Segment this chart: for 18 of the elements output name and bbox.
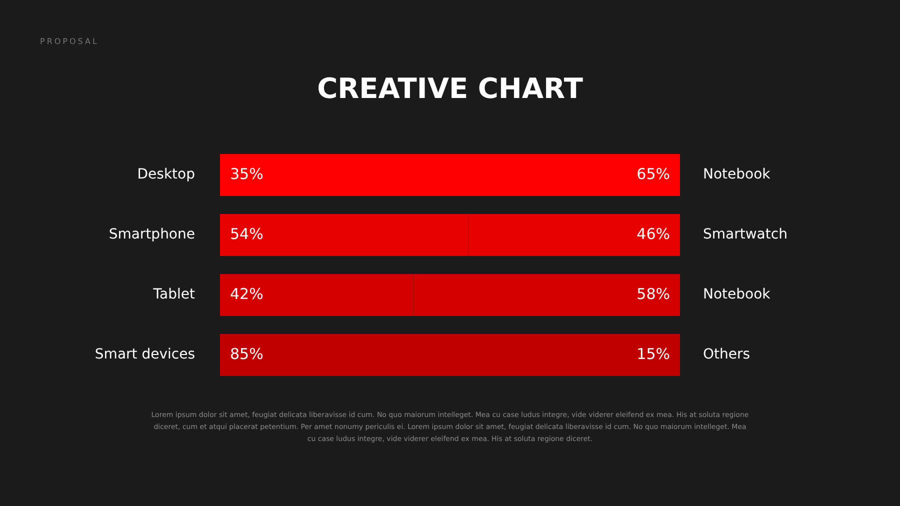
data-label: 58%: [636, 284, 670, 303]
y-tick-label: Tablet: [152, 286, 196, 303]
y2-tick-label: Others: [703, 346, 750, 363]
y-tick-label: Desktop: [137, 166, 196, 183]
text: PROPOSAL: [40, 37, 99, 46]
data-label: 46%: [636, 224, 670, 243]
data-label: 54%: [230, 224, 264, 243]
data-label: 65%: [636, 164, 670, 183]
y-tick-label: Smartphone: [108, 226, 195, 243]
y-tick-label: Smart devices: [94, 346, 195, 363]
y2-tick-label: Smartwatch: [703, 226, 788, 243]
data-label: 15%: [636, 344, 670, 363]
data-label: 42%: [230, 284, 264, 303]
data-label: 85%: [230, 344, 264, 363]
data-label: 35%: [230, 164, 264, 183]
y2-tick-label: Notebook: [703, 286, 772, 303]
y2-tick-label: Notebook: [703, 166, 772, 183]
chart-title: CREATIVE CHART: [316, 72, 584, 105]
